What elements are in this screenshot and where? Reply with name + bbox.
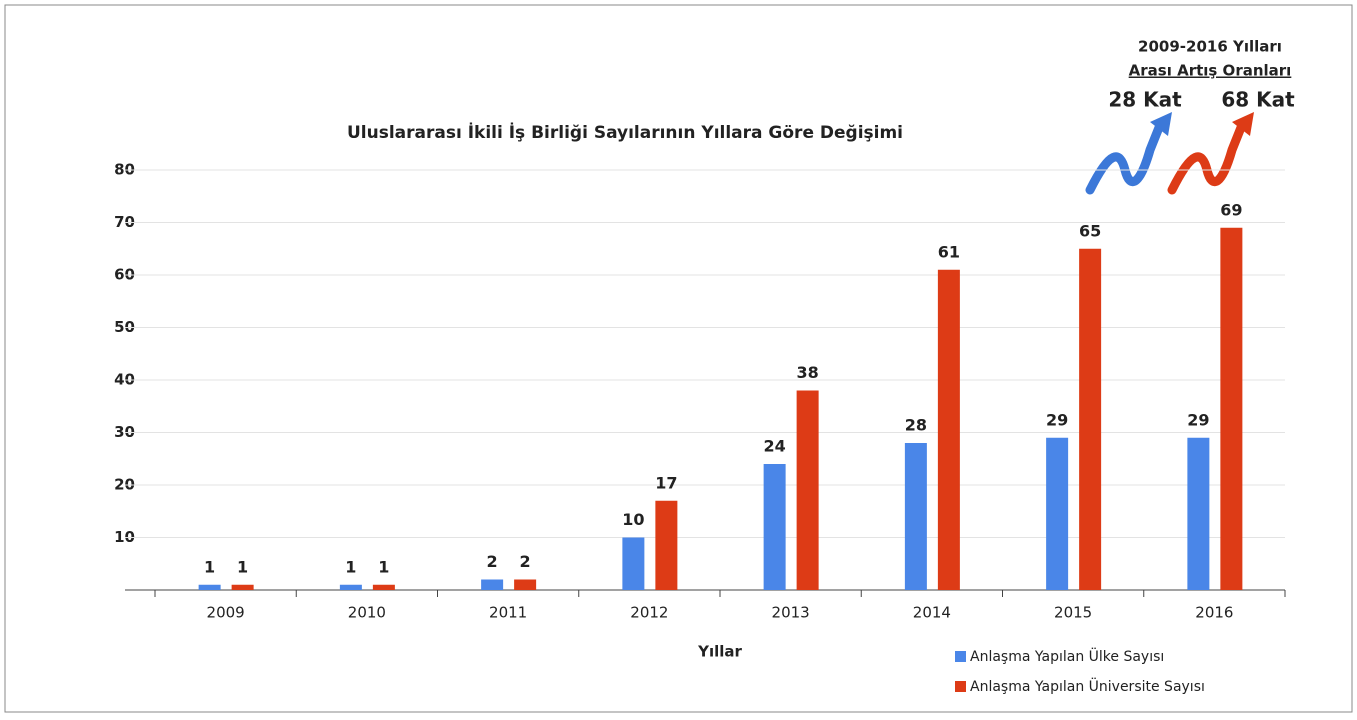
y-tick-label: 60 (114, 266, 135, 284)
bar (937, 269, 960, 590)
y-tick-label: 50 (114, 318, 135, 336)
value-label: 29 (1046, 410, 1068, 429)
value-label: 28 (905, 416, 927, 435)
x-tick-label: 2011 (489, 604, 527, 622)
bar (372, 584, 395, 590)
bar (1220, 227, 1243, 590)
value-label: 24 (763, 437, 785, 456)
value-label: 69 (1220, 200, 1242, 219)
x-tick-label: 2009 (207, 604, 245, 622)
bar (1079, 248, 1102, 590)
annotation: 2009-2016 Yılları Arası Artış Oranları 2… (1075, 38, 1295, 195)
legend-label: Anlaşma Yapılan Ülke Sayısı (970, 647, 1164, 665)
bar (231, 584, 254, 590)
bar (655, 500, 678, 590)
value-label: 2 (487, 552, 498, 571)
value-label: 1 (378, 557, 389, 576)
legend-swatch (955, 651, 966, 662)
x-tick-label: 2014 (913, 604, 951, 622)
x-axis-label: Yıllar (697, 643, 742, 661)
bar (198, 584, 221, 590)
y-tick-label: 70 (114, 213, 135, 231)
bar (339, 584, 362, 590)
annotation-title: 2009-2016 Yılları (1138, 38, 1282, 56)
x-tick-label: 2010 (348, 604, 386, 622)
chart-title: Uluslararası İkili İş Birliği Sayılarını… (347, 121, 903, 143)
arrow-head (1150, 112, 1172, 136)
value-label: 10 (622, 510, 644, 529)
value-label: 17 (655, 473, 677, 492)
value-label: 1 (345, 557, 356, 576)
y-tick-label: 10 (114, 528, 135, 546)
value-label: 61 (938, 242, 960, 261)
y-tick-label: 20 (114, 476, 135, 494)
x-tick-label: 2013 (772, 604, 810, 622)
bar (481, 579, 504, 590)
value-label: 65 (1079, 221, 1101, 240)
bar (622, 537, 645, 590)
bar (1187, 437, 1210, 590)
value-label: 29 (1187, 410, 1209, 429)
bar (796, 390, 819, 590)
rate-label: 28 Kat (1108, 88, 1182, 112)
value-label: 1 (237, 557, 248, 576)
x-tick-label: 2016 (1195, 604, 1233, 622)
bar (514, 579, 537, 590)
x-tick-label: 2015 (1054, 604, 1092, 622)
arrow-head (1232, 112, 1254, 136)
rate-label: 68 Kat (1221, 88, 1295, 112)
arrow (1167, 120, 1247, 195)
value-label: 1 (204, 557, 215, 576)
annotation-title: Arası Artış Oranları (1129, 62, 1292, 80)
legend-swatch (955, 681, 966, 692)
x-tick-label: 2012 (630, 604, 668, 622)
legend-label: Anlaşma Yapılan Üniversite Sayısı (970, 677, 1205, 695)
bar (763, 464, 786, 590)
frame (4, 4, 1353, 713)
value-label: 38 (796, 363, 818, 382)
arrow (1085, 120, 1165, 195)
bar (904, 443, 927, 590)
y-tick-label: 40 (114, 371, 135, 389)
y-tick-label: 30 (114, 423, 135, 441)
value-label: 2 (520, 552, 531, 571)
y-tick-label: 80 (114, 161, 135, 179)
bar (1046, 437, 1069, 590)
